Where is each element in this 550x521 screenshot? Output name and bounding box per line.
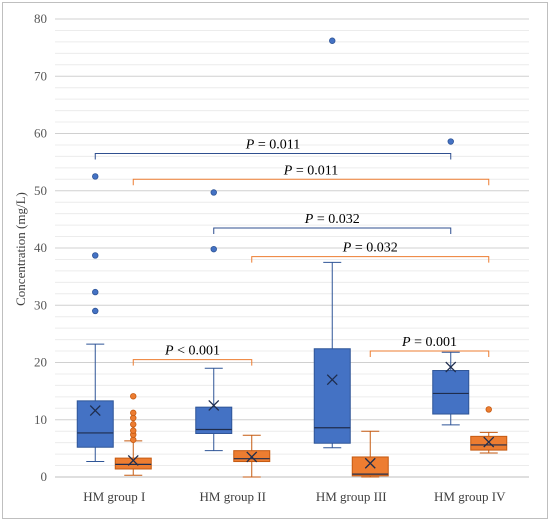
box-iqr <box>313 348 351 444</box>
mean-marker <box>445 361 457 373</box>
mean-marker <box>483 436 495 448</box>
y-axis-ticks: 0 10 20 30 40 50 60 70 80 <box>34 11 47 484</box>
outlier-point <box>92 173 99 180</box>
y-tick-label: 20 <box>34 355 47 370</box>
bracket-line <box>132 359 253 366</box>
y-tick-label: 50 <box>34 183 47 198</box>
y-tick-label: 10 <box>34 412 47 427</box>
box-group <box>470 406 508 454</box>
p-value-label: P < 0.001 <box>164 344 220 359</box>
mean-marker <box>127 454 139 466</box>
box-group <box>114 393 152 476</box>
mean-marker <box>208 399 220 411</box>
outlier-point <box>447 138 454 145</box>
bracket-line <box>213 227 452 234</box>
x-category-label: HM group I <box>83 489 145 504</box>
p-value-label: P = 0.011 <box>245 138 300 153</box>
box-group <box>313 37 351 449</box>
mean-marker <box>326 374 338 386</box>
outlier-point <box>92 288 99 296</box>
box-series <box>76 37 508 478</box>
box-group <box>76 173 114 463</box>
mean-marker <box>364 457 376 469</box>
box-iqr <box>76 400 114 448</box>
outlier-point <box>485 406 492 413</box>
significance-bracket: P = 0.001 <box>369 335 490 358</box>
x-category-label: HM group IV <box>434 489 506 504</box>
bracket-line <box>251 256 490 263</box>
y-tick-label: 40 <box>34 240 47 255</box>
box-group <box>233 434 271 478</box>
outlier-point <box>92 307 99 315</box>
outlier-point <box>130 409 137 417</box>
box-group <box>195 189 233 452</box>
box-group <box>432 138 470 426</box>
box-iqr <box>114 457 152 470</box>
significance-bracket: P < 0.001 <box>132 344 253 366</box>
y-tick-label: 70 <box>34 68 47 83</box>
y-axis-label: Concentration (mg/L) <box>13 192 28 306</box>
significance-bracket: P = 0.011 <box>94 138 452 160</box>
y-tick-label: 80 <box>34 11 47 26</box>
box-group <box>351 430 389 478</box>
bracket-line <box>369 350 490 358</box>
p-value-label: P = 0.032 <box>304 212 360 227</box>
x-category-label: HM group III <box>316 489 387 504</box>
bracket-line <box>94 153 452 160</box>
box-iqr <box>470 435 508 451</box>
box-iqr <box>351 456 389 477</box>
significance-bracket: P = 0.011 <box>132 163 490 186</box>
x-category-label: HM group II <box>200 489 266 504</box>
p-value-label: P = 0.032 <box>342 241 398 256</box>
box-iqr <box>432 370 470 415</box>
box-plot-chart: 0 10 20 30 40 50 60 70 80 Concentration (mg/L) H… <box>13 11 529 504</box>
outlier-point <box>130 393 137 400</box>
outlier-point <box>130 427 137 434</box>
x-axis-categories: HM group I HM group II HM group III HM grou… <box>83 489 506 504</box>
y-tick-label: 60 <box>34 126 47 141</box>
p-value-label: P = 0.001 <box>401 335 457 350</box>
mean-marker <box>89 405 101 417</box>
mean-marker <box>246 451 258 463</box>
y-tick-label: 30 <box>34 297 47 312</box>
outlier-point <box>210 245 217 253</box>
significance-annotations: P = 0.011 P = 0.011 P = 0.032 P = 0.032 P < … <box>94 138 490 366</box>
p-value-label: P = 0.011 <box>283 163 338 178</box>
bracket-line <box>132 178 490 186</box>
significance-bracket: P = 0.032 <box>251 241 490 263</box>
y-tick-label: 0 <box>41 469 48 484</box>
outlier-point <box>130 421 137 428</box>
outlier-point <box>329 37 336 44</box>
outlier-point <box>92 252 99 259</box>
significance-bracket: P = 0.032 <box>213 212 452 234</box>
outlier-point <box>210 189 217 196</box>
